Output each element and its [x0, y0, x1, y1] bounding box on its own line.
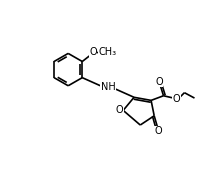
- Text: O: O: [116, 105, 123, 115]
- Text: NH: NH: [101, 82, 116, 92]
- Text: CH₃: CH₃: [99, 47, 117, 57]
- Text: O: O: [173, 94, 180, 104]
- Text: O: O: [154, 126, 162, 136]
- Text: O: O: [89, 47, 97, 57]
- Text: O: O: [155, 77, 163, 87]
